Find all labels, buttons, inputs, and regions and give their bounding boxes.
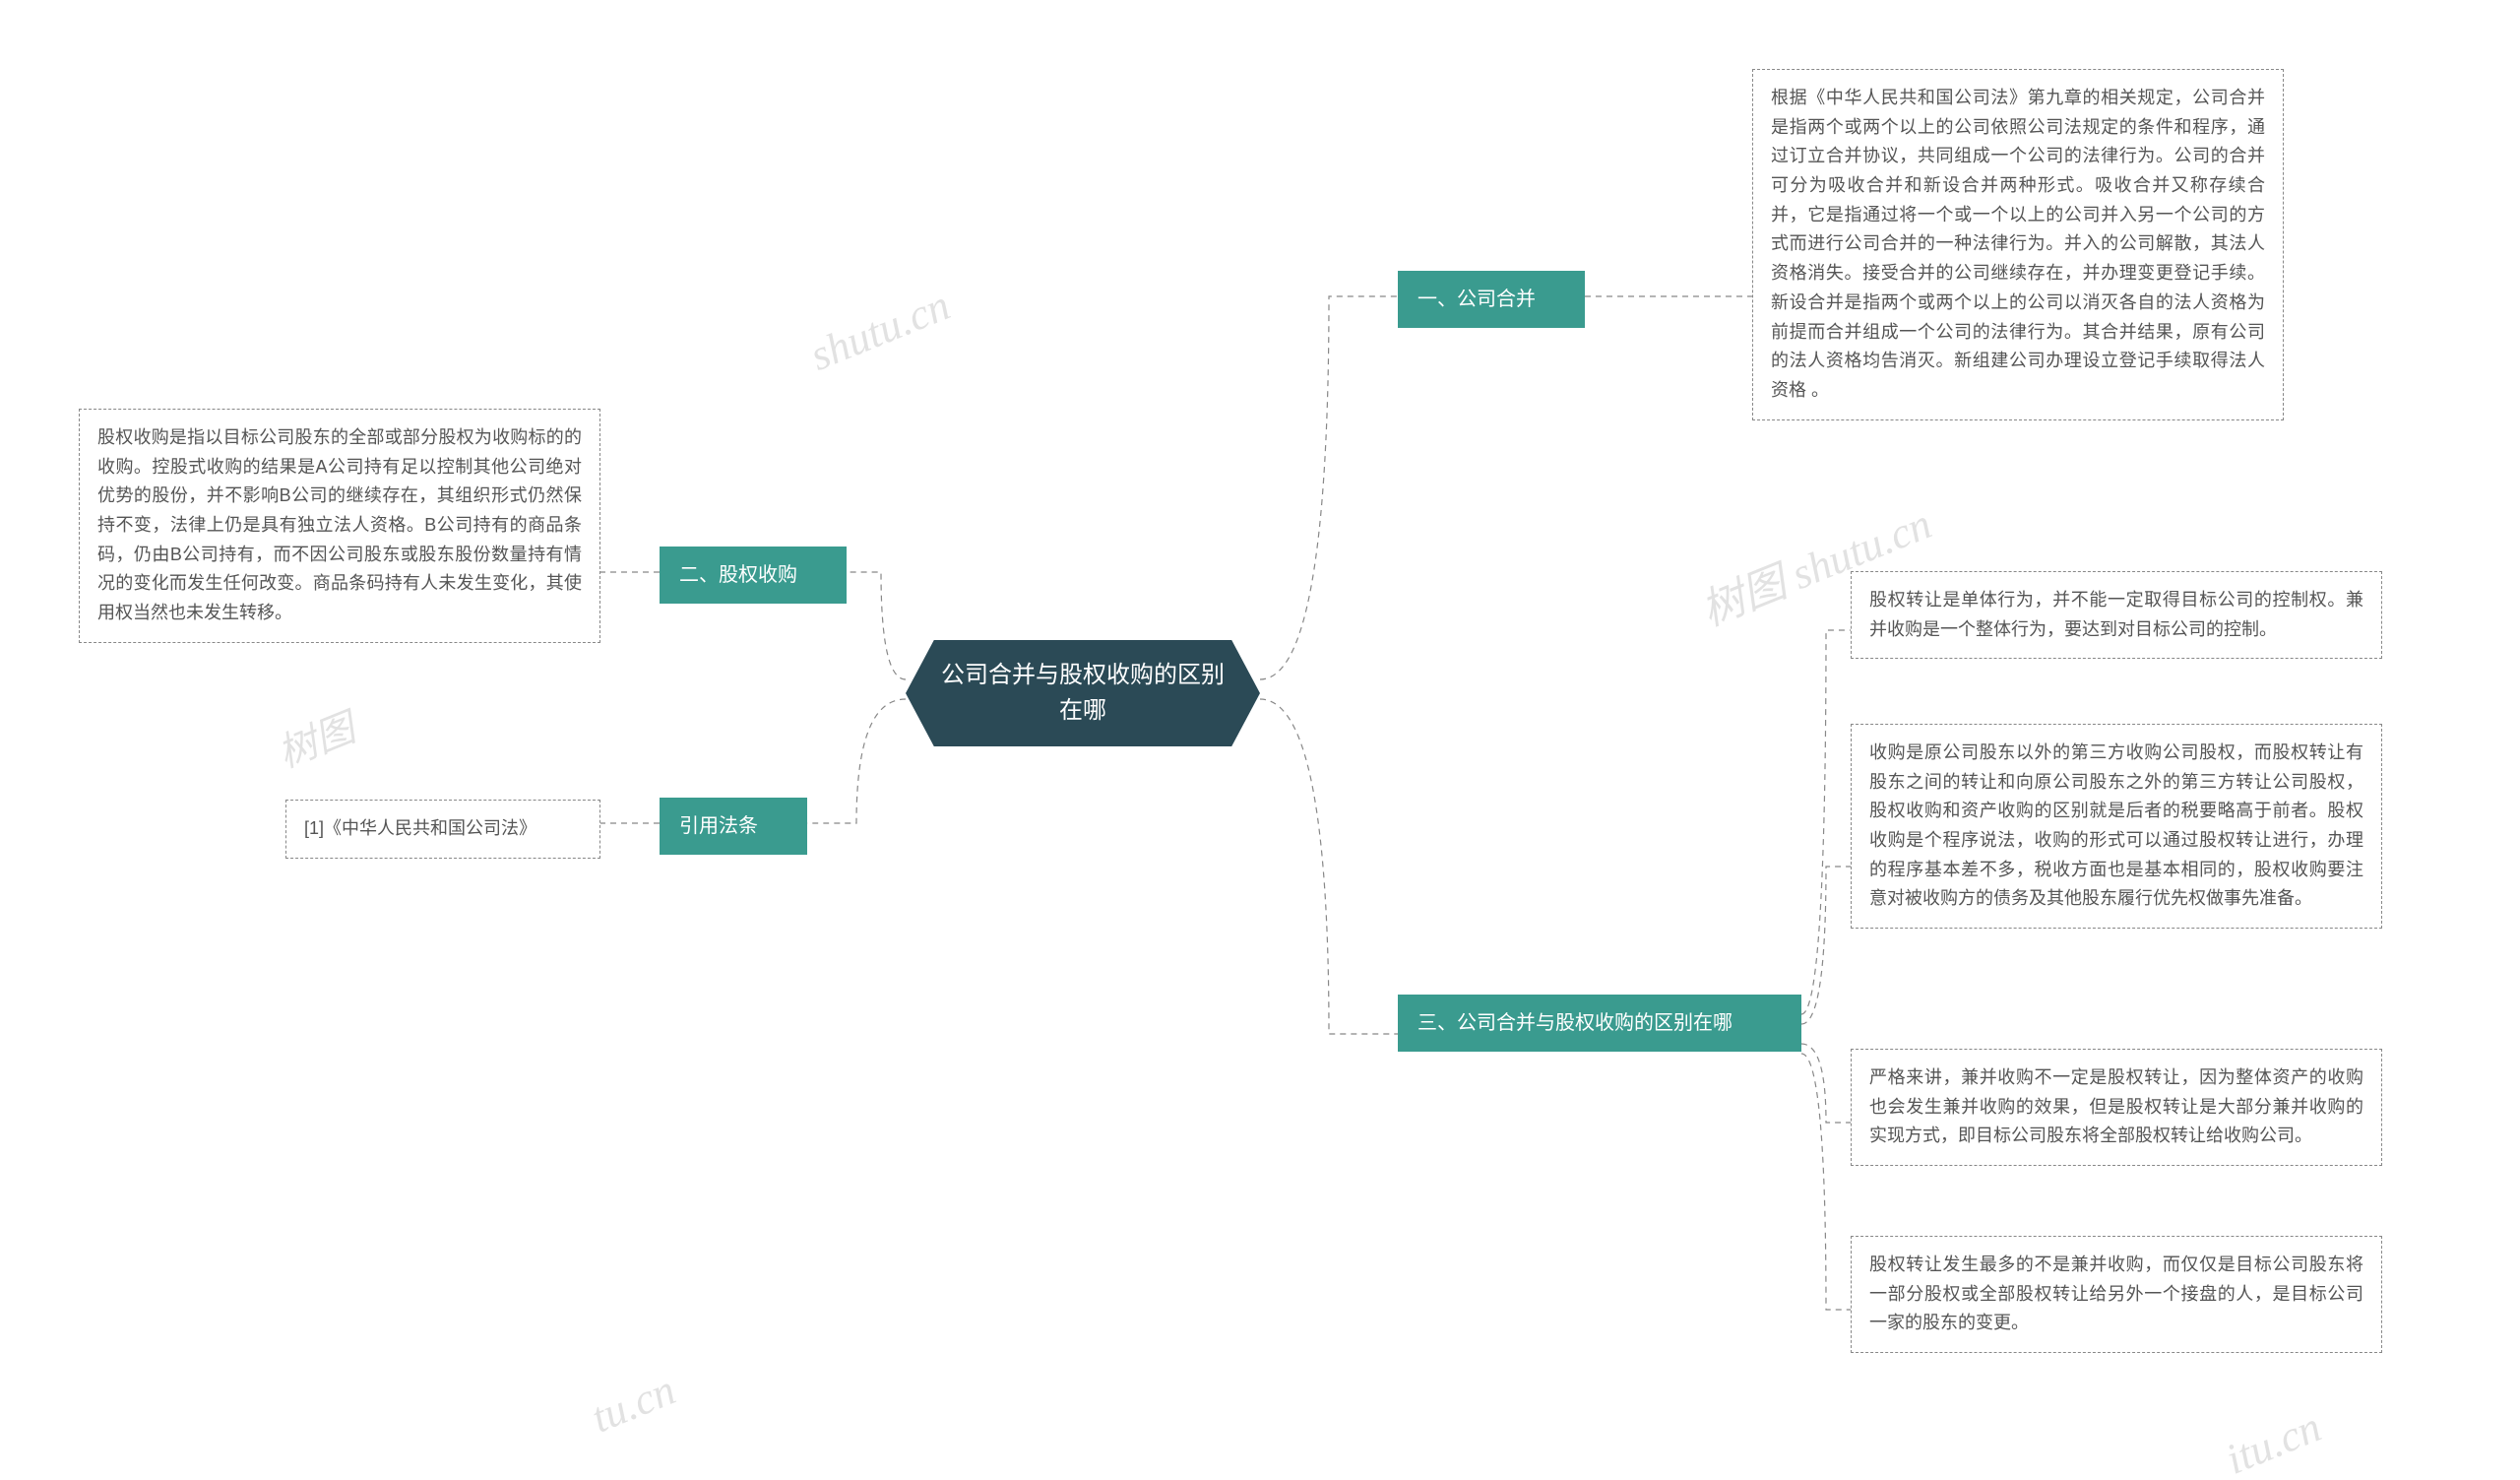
connector: [1801, 1044, 1851, 1123]
connector: [807, 699, 906, 823]
leaf-company-merger-desc: 根据《中华人民共和国公司法》第九章的相关规定，公司合并是指两个或两个以上的公司依…: [1752, 69, 2284, 420]
branch-equity-acquisition[interactable]: 二、股权收购: [660, 547, 847, 604]
connector: [847, 572, 906, 679]
leaf-difference-4: 股权转让发生最多的不是兼并收购，而仅仅是目标公司股东将一部分股权或全部股权转让给…: [1851, 1236, 2382, 1353]
connector: [1801, 867, 1851, 1024]
center-node[interactable]: 公司合并与股权收购的区别在哪: [906, 640, 1260, 746]
leaf-difference-1: 股权转让是单体行为，并不能一定取得目标公司的控制权。兼并收购是一个整体行为，要达…: [1851, 571, 2382, 659]
connector: [1260, 296, 1398, 679]
branch-cited-law[interactable]: 引用法条: [660, 798, 807, 855]
connector: [1260, 699, 1398, 1034]
watermark: 树图: [268, 696, 362, 779]
leaf-equity-acquisition-desc: 股权收购是指以目标公司股东的全部或部分股权为收购标的的收购。控股式收购的结果是A…: [79, 409, 600, 643]
connector: [1801, 630, 1851, 1014]
leaf-cited-law-text: [1]《中华人民共和国公司法》: [285, 800, 600, 859]
watermark: tu.cn: [585, 1365, 683, 1444]
watermark: shutu.cn: [803, 280, 957, 381]
leaf-difference-3: 严格来讲，兼并收购不一定是股权转让，因为整体资产的收购也会发生兼并收购的效果，但…: [1851, 1049, 2382, 1166]
connector: [1801, 1054, 1851, 1310]
leaf-difference-2: 收购是原公司股东以外的第三方收购公司股权，而股权转让有股东之间的转让和向原公司股…: [1851, 724, 2382, 929]
watermark: itu.cn: [2219, 1401, 2328, 1480]
branch-company-merger[interactable]: 一、公司合并: [1398, 271, 1585, 328]
branch-difference[interactable]: 三、公司合并与股权收购的区别在哪: [1398, 995, 1801, 1052]
